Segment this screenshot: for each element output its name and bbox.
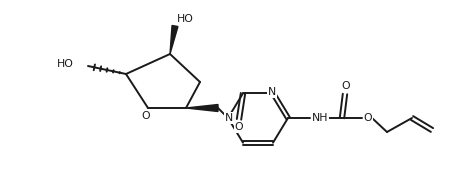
Polygon shape bbox=[170, 25, 178, 54]
Text: O: O bbox=[363, 113, 371, 123]
Polygon shape bbox=[185, 105, 218, 112]
Text: N: N bbox=[267, 87, 275, 97]
Text: O: O bbox=[234, 122, 243, 132]
Text: O: O bbox=[141, 111, 150, 121]
Text: NH: NH bbox=[311, 113, 328, 123]
Text: HO: HO bbox=[57, 59, 74, 69]
Text: O: O bbox=[341, 81, 350, 91]
Text: HO: HO bbox=[176, 14, 193, 24]
Text: N: N bbox=[224, 113, 233, 123]
